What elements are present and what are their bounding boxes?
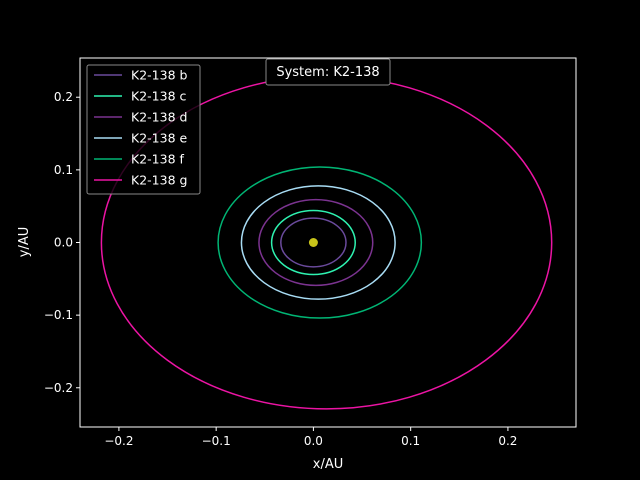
system-title-frame xyxy=(265,58,391,86)
x-tick-label: −0.1 xyxy=(202,434,231,448)
system-title-box: System: K2-138 xyxy=(265,58,391,86)
y-tick-label: 0.2 xyxy=(54,90,73,104)
legend-frame xyxy=(86,64,201,195)
orbit-k2-138-d xyxy=(258,198,374,287)
y-axis-label: y/AU xyxy=(17,227,32,257)
legend-label-k2-138-e: K2-138 e xyxy=(131,131,187,146)
host-star xyxy=(308,238,318,247)
y-axis-ticks: −0.2 −0.1 0.0 0.1 0.2 xyxy=(44,90,80,395)
y-tick-label: 0.1 xyxy=(54,163,73,177)
y-tick-label: 0.0 xyxy=(54,236,73,250)
legend-label-k2-138-f: K2-138 f xyxy=(131,152,184,167)
y-tick-label: −0.1 xyxy=(44,308,73,322)
x-axis-label: x/AU xyxy=(313,457,343,472)
legend-label-k2-138-g: K2-138 g xyxy=(131,173,187,188)
system-title: System: K2-138 xyxy=(276,65,379,80)
legend-label-k2-138-d: K2-138 d xyxy=(131,110,187,125)
x-tick-label: 0.2 xyxy=(498,434,517,448)
star-layer xyxy=(308,238,318,247)
x-tick-label: −0.2 xyxy=(104,434,133,448)
x-axis-ticks: −0.2 −0.1 0.0 0.1 0.2 xyxy=(104,427,517,448)
y-tick-label: −0.2 xyxy=(44,381,73,395)
x-tick-label: 0.1 xyxy=(401,434,420,448)
orbit-k2-138-f xyxy=(217,166,423,319)
orbit-k2-138-c xyxy=(270,209,356,276)
legend: K2-138 b K2-138 c K2-138 d K2-138 e K2-138 f… xyxy=(86,64,201,195)
orbit-k2-138-e xyxy=(240,185,396,300)
legend-label-k2-138-b: K2-138 b xyxy=(131,68,187,83)
orbit-paths xyxy=(100,75,553,410)
orbit-k2-138-b xyxy=(280,217,347,268)
x-tick-label: 0.0 xyxy=(304,434,323,448)
legend-label-k2-138-c: K2-138 c xyxy=(131,89,186,104)
